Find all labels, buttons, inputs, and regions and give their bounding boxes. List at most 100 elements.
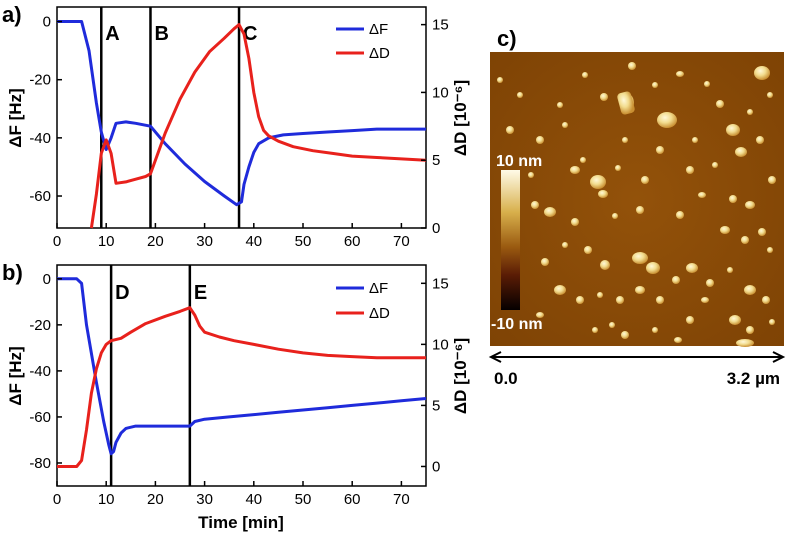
afm-particle	[720, 226, 730, 234]
afm-particle	[609, 322, 615, 328]
afm-particle	[617, 91, 635, 115]
afm-particles	[497, 62, 776, 347]
afm-particle	[597, 292, 603, 298]
afm-particle	[652, 82, 658, 88]
afm-particle	[656, 296, 664, 304]
afm-particle	[544, 207, 556, 217]
afm-colorbar-min: -10 nm	[491, 316, 543, 333]
afm-particle	[598, 190, 608, 198]
afm-particle	[600, 260, 610, 270]
afm-particle	[729, 195, 737, 203]
y-tick-label: -60	[29, 409, 51, 426]
panel-c-label: c)	[497, 26, 517, 51]
afm-particle	[600, 93, 608, 101]
marker-label-d: D	[115, 282, 129, 304]
y-right-tick-label: 5	[432, 152, 440, 169]
panel-a-markers: A B C	[100, 7, 257, 228]
x-tick-label: 10	[98, 491, 115, 508]
marker-label-a: A	[105, 23, 119, 45]
afm-particle	[632, 252, 648, 264]
afm-particle	[726, 124, 740, 136]
afm-colorbar	[501, 170, 520, 310]
arrowhead-left-icon	[488, 351, 502, 363]
afm-particle	[747, 109, 753, 115]
panel-b-markers: D E	[109, 265, 207, 486]
afm-particle	[745, 201, 755, 209]
afm-particle	[636, 206, 644, 214]
afm-particle	[686, 263, 698, 273]
afm-particle	[536, 136, 544, 144]
afm-particle	[562, 242, 568, 248]
y-right-tick-label: 0	[432, 220, 440, 237]
afm-particle	[571, 218, 579, 226]
afm-particle	[704, 81, 710, 87]
y-right-tick-label: 0	[432, 458, 440, 475]
panel-a: a) A B C 0 10 20 30 40 50 60 70 0 -20 -40 -60 0 5 10 15…	[2, 2, 470, 250]
x-tick-label: 0	[53, 233, 61, 250]
afm-particle	[570, 166, 580, 174]
x-tick-label: 30	[196, 491, 213, 508]
afm-particle	[706, 279, 714, 287]
afm-particle	[701, 297, 709, 303]
afm-particle	[531, 201, 539, 209]
y-tick-label: -80	[29, 455, 51, 472]
y-right-tick-label: 15	[432, 17, 449, 34]
afm-particle	[646, 262, 660, 274]
afm-axis-end: 3.2 µm	[727, 369, 780, 388]
x-tick-label: 40	[245, 233, 262, 250]
panel-a-ylabel-right: ΔD [10⁻⁶]	[451, 80, 470, 156]
afm-particle	[621, 331, 629, 339]
afm-colorbar-max: 10 nm	[496, 153, 542, 170]
panel-a-ylabel: ΔF [Hz]	[6, 88, 25, 147]
y-right-tick-label: 5	[432, 397, 440, 414]
afm-particle	[762, 296, 770, 304]
afm-particle	[557, 102, 563, 108]
y-tick-label: 0	[43, 271, 51, 288]
x-tick-label: 20	[147, 233, 164, 250]
afm-particle	[612, 213, 618, 219]
x-tick-label: 70	[393, 491, 410, 508]
afm-particle	[692, 137, 698, 143]
afm-particle	[506, 126, 514, 134]
legend-label-delta-d: ΔD	[369, 305, 390, 322]
panel-a-series-delta-f	[57, 20, 426, 207]
afm-particle	[744, 285, 756, 295]
panel-b-series-delta-d	[57, 306, 426, 468]
afm-particle	[676, 71, 684, 77]
panel-b-ticks: 0 10 20 30 40 50 60 70 0 -20 -40 -60 -80 0 5 10 15	[29, 271, 448, 508]
legend-label-delta-f: ΔF	[369, 21, 388, 38]
afm-particle	[735, 147, 747, 157]
afm-particle	[767, 92, 773, 98]
afm-particle	[592, 327, 598, 333]
afm-particle	[674, 337, 682, 343]
afm-particle	[580, 157, 586, 163]
y-right-tick-label: 15	[432, 275, 449, 292]
panel-a-series-delta-d	[89, 23, 427, 229]
afm-particle	[528, 172, 534, 178]
afm-particle	[541, 258, 549, 266]
afm-particle	[584, 246, 592, 254]
afm-particle	[676, 211, 684, 219]
panel-a-frame	[56, 6, 427, 229]
afm-particle	[746, 326, 754, 334]
legend-label-delta-d: ΔD	[369, 45, 390, 62]
panel-b: b) D E 0 10 20 30 40 50 60 70 0 -20 -40 -60 -80 0 5 10 1…	[2, 260, 470, 532]
panel-b-xlabel: Time [min]	[198, 513, 284, 532]
panel-b-ylabel: ΔF [Hz]	[6, 346, 25, 405]
afm-particle	[554, 285, 566, 295]
afm-particle	[615, 165, 621, 171]
x-tick-label: 50	[295, 491, 312, 508]
x-tick-label: 60	[344, 233, 361, 250]
afm-particle	[517, 92, 523, 98]
afm-particle	[656, 146, 664, 154]
afm-particle	[582, 72, 588, 78]
panel-a-ticks: 0 10 20 30 40 50 60 70 0 -20 -40 -60 0 5 10 15	[29, 14, 448, 250]
afm-particle	[652, 327, 658, 333]
panel-b-legend: ΔF ΔD	[336, 280, 390, 322]
afm-particle	[729, 315, 741, 325]
x-tick-label: 30	[196, 233, 213, 250]
afm-particle	[635, 286, 645, 294]
afm-particle	[767, 247, 773, 253]
afm-particle	[657, 112, 677, 128]
y-tick-label: -60	[29, 188, 51, 205]
